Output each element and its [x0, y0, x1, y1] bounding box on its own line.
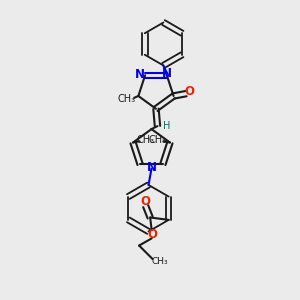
Text: O: O — [140, 196, 150, 208]
Text: N: N — [146, 161, 157, 174]
Text: CH₃: CH₃ — [117, 94, 136, 104]
Text: CH₃: CH₃ — [136, 135, 154, 145]
Text: N: N — [135, 68, 145, 81]
Text: H: H — [163, 121, 170, 131]
Text: CH₃: CH₃ — [152, 257, 168, 266]
Text: N: N — [162, 67, 172, 80]
Text: O: O — [185, 85, 195, 98]
Text: CH₃: CH₃ — [148, 135, 166, 145]
Text: O: O — [147, 228, 157, 241]
